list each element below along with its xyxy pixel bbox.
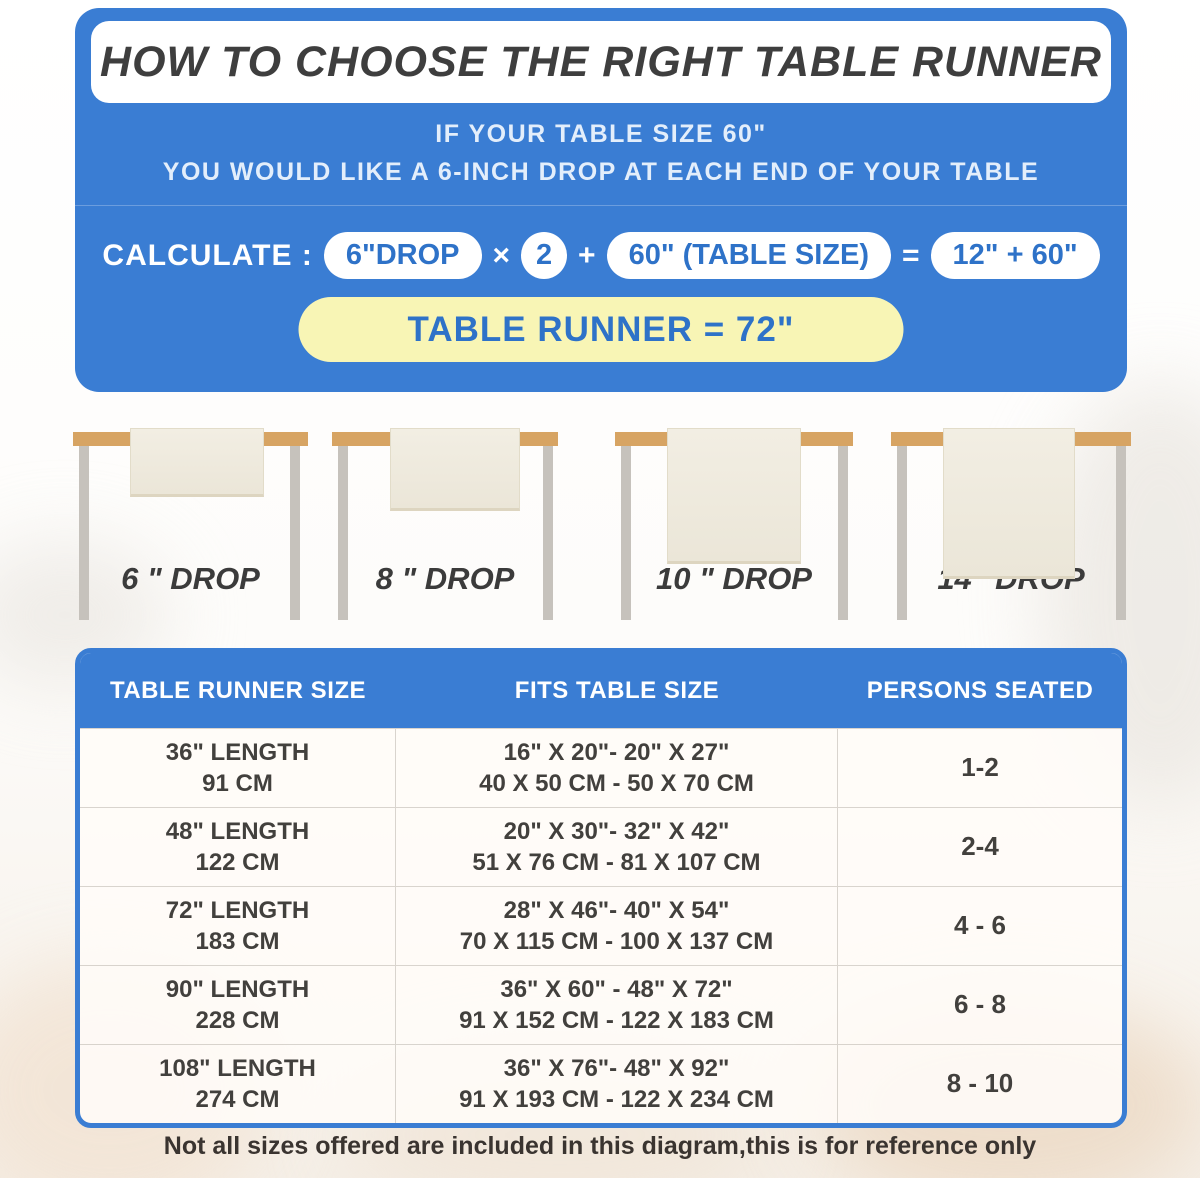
runner-length: 36" LENGTH <box>165 738 310 766</box>
title-box: HOW TO CHOOSE THE RIGHT TABLE RUNNER <box>91 21 1111 103</box>
fits-inches: 16" X 20"- 20" X 27" <box>503 738 730 766</box>
runner-length-cm: 228 CM <box>195 1007 280 1034</box>
plus-sign: + <box>578 238 596 272</box>
header-banner: HOW TO CHOOSE THE RIGHT TABLE RUNNER IF … <box>75 8 1127 392</box>
persons-seated-cell: 8 - 10 <box>838 1044 1122 1123</box>
fits-inches: 28" X 46"- 40" X 54" <box>503 896 730 924</box>
runner-size-cell: 108" LENGTH 274 CM <box>80 1044 396 1123</box>
subtitle-line-2: YOU WOULD LIKE A 6-INCH DROP AT EACH END… <box>162 158 1040 186</box>
runner-length-cm: 91 CM <box>202 770 273 797</box>
reference-footnote: Not all sizes offered are included in th… <box>163 1132 1037 1160</box>
column-header-fits-table-size: FITS TABLE SIZE <box>396 653 838 728</box>
drop-label: 8 " DROP <box>375 561 515 596</box>
calculation-row: CALCULATE : 6"DROP × 2 + 60" (TABLE SIZE… <box>75 232 1127 279</box>
runner-length-cm: 122 CM <box>195 849 280 876</box>
persons-seated-cell: 4 - 6 <box>838 886 1122 965</box>
runner-length: 108" LENGTH <box>159 1054 316 1082</box>
table-leg-right <box>290 446 300 620</box>
multiplier-pill: 2 <box>521 232 568 279</box>
fits-size-cell: 36" X 60" - 48" X 72" 91 X 152 CM - 122 … <box>396 965 838 1044</box>
table-runner-drape <box>390 428 520 511</box>
fits-size-cell: 36" X 76"- 48" X 92" 91 X 193 CM - 122 X… <box>396 1044 838 1123</box>
table-figure-14-drop: 14" DROP <box>891 428 1131 620</box>
fits-inches: 36" X 76"- 48" X 92" <box>503 1054 730 1082</box>
runner-size-cell: 36" LENGTH 91 CM <box>80 728 396 807</box>
page-title: HOW TO CHOOSE THE RIGHT TABLE RUNNER <box>100 37 1102 86</box>
equals-sign: = <box>901 238 920 272</box>
fits-inches: 36" X 60" - 48" X 72" <box>500 975 733 1003</box>
column-header-runner-size: TABLE RUNNER SIZE <box>80 653 396 728</box>
fits-size-cell: 16" X 20"- 20" X 27" 40 X 50 CM - 50 X 7… <box>396 728 838 807</box>
sum-pill: 12" + 60" <box>930 232 1100 279</box>
fits-cm: 51 X 76 CM - 81 X 107 CM <box>472 849 761 876</box>
runner-length: 90" LENGTH <box>165 975 310 1003</box>
table-figure-8-drop: 8 " DROP <box>332 428 558 620</box>
drop-label: 10 " DROP <box>656 561 812 596</box>
drop-label: 6 " DROP <box>121 561 260 596</box>
runner-length-cm: 183 CM <box>195 928 280 955</box>
runner-size-cell: 90" LENGTH 228 CM <box>80 965 396 1044</box>
persons-seated-cell: 6 - 8 <box>838 965 1122 1044</box>
runner-length: 48" LENGTH <box>165 817 310 845</box>
size-chart-grid: TABLE RUNNER SIZE FITS TABLE SIZE PERSON… <box>80 653 1122 1123</box>
table-figure-6-drop: 6 " DROP <box>73 428 308 620</box>
table-runner-drape <box>943 428 1075 579</box>
fits-inches: 20" X 30"- 32" X 42" <box>503 817 730 845</box>
fits-cm: 40 X 50 CM - 50 X 70 CM <box>479 770 754 797</box>
size-chart-panel: TABLE RUNNER SIZE FITS TABLE SIZE PERSON… <box>75 648 1127 1128</box>
fits-cm: 91 X 193 CM - 122 X 234 CM <box>459 1086 774 1113</box>
persons-seated-cell: 1-2 <box>838 728 1122 807</box>
persons-seated-cell: 2-4 <box>838 807 1122 886</box>
table-leg-right <box>838 446 848 620</box>
column-header-persons-seated: PERSONS SEATED <box>838 653 1122 728</box>
fits-cm: 91 X 152 CM - 122 X 183 CM <box>459 1007 774 1034</box>
table-leg-left <box>621 446 631 620</box>
table-leg-left <box>79 446 89 620</box>
runner-length-cm: 274 CM <box>195 1086 280 1113</box>
fits-size-cell: 28" X 46"- 40" X 54" 70 X 115 CM - 100 X… <box>396 886 838 965</box>
drop-pill: 6"DROP <box>323 232 482 279</box>
result-pill: TABLE RUNNER = 72" <box>298 297 904 362</box>
runner-size-cell: 48" LENGTH 122 CM <box>80 807 396 886</box>
table-leg-left <box>897 446 907 620</box>
table-runner-drape <box>130 428 264 497</box>
subtitle-line-1: IF YOUR TABLE SIZE 60" <box>435 120 767 148</box>
runner-length: 72" LENGTH <box>165 896 310 924</box>
calculate-label: CALCULATE : <box>102 238 313 272</box>
fits-cm: 70 X 115 CM - 100 X 137 CM <box>459 928 774 955</box>
fits-size-cell: 20" X 30"- 32" X 42" 51 X 76 CM - 81 X 1… <box>396 807 838 886</box>
table-leg-right <box>1116 446 1126 620</box>
banner-divider <box>75 205 1127 206</box>
table-runner-drape <box>667 428 801 564</box>
table-size-pill: 60" (TABLE SIZE) <box>606 232 891 279</box>
runner-size-cell: 72" LENGTH 183 CM <box>80 886 396 965</box>
table-leg-right <box>543 446 553 620</box>
table-figure-10-drop: 10 " DROP <box>615 428 853 620</box>
table-leg-left <box>338 446 348 620</box>
times-sign: × <box>492 238 511 272</box>
